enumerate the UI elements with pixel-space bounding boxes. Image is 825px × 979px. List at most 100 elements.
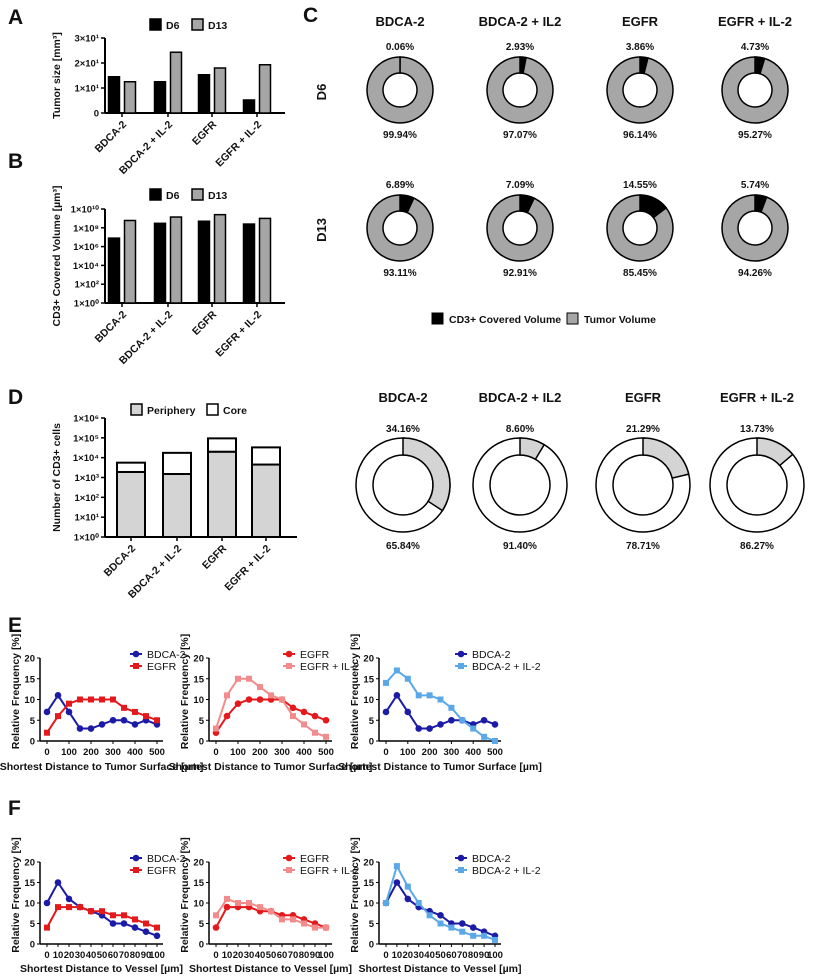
y-tick-label: 5	[30, 716, 36, 727]
legend-label: Core	[223, 405, 247, 417]
core-percent: 65.84%	[386, 541, 420, 552]
data-point	[448, 924, 455, 931]
legend-swatch-d13	[191, 18, 204, 31]
x-tick-label: 80	[130, 950, 141, 961]
data-point	[279, 916, 285, 923]
data-point	[289, 704, 297, 712]
legend-label: EGFR	[147, 865, 177, 877]
periphery-percent: 8.60%	[506, 424, 534, 435]
panel-label-A: A	[8, 6, 23, 29]
x-tick-label: 50	[435, 950, 446, 961]
bar-periphery	[251, 463, 281, 538]
data-point	[404, 895, 412, 903]
data-point	[212, 924, 220, 931]
data-point	[393, 879, 401, 886]
y-axis-label: Tumor size [mm³]	[51, 32, 63, 119]
series-line-bdca2	[385, 880, 496, 937]
data-point	[491, 721, 499, 728]
periphery-slice	[642, 437, 690, 479]
legend-label: BDCA-2	[147, 853, 186, 865]
data-point	[131, 721, 139, 728]
covered-slice	[399, 194, 415, 214]
donut-row-D	[355, 437, 805, 533]
x-tick-label: 0	[383, 747, 388, 758]
data-point	[323, 924, 329, 931]
x-tick-label: 400	[465, 747, 481, 758]
legend-marker	[133, 663, 139, 669]
data-point	[110, 696, 116, 703]
x-tick-label: 90	[141, 950, 152, 961]
data-point	[66, 700, 72, 707]
y-tick-label: 0	[94, 109, 99, 120]
data-point	[415, 900, 422, 906]
y-tick-label: 2×10¹	[74, 59, 99, 70]
x-tick-label: 80	[468, 950, 479, 961]
covered-slice	[639, 194, 668, 219]
y-tick-label: 20	[193, 858, 204, 869]
line-chart-E-2	[206, 650, 332, 744]
data-point	[235, 675, 241, 682]
bar-d6	[242, 99, 256, 114]
x-tick-label: 300	[105, 747, 121, 758]
bar-core	[116, 461, 146, 473]
data-point	[246, 900, 252, 906]
y-tick-label: 1×10⁴	[73, 453, 99, 464]
data-point	[55, 904, 61, 911]
y-tick-label: 5	[369, 716, 375, 727]
data-point	[470, 725, 477, 732]
data-point	[393, 863, 400, 870]
data-point	[437, 696, 444, 703]
y-tick-label: 10	[363, 695, 374, 706]
data-point	[65, 895, 73, 903]
x-tick-label: 30	[244, 950, 255, 961]
y-axis-label: Relative Frequency [%]	[179, 634, 191, 750]
tumor-percent: 92.91%	[503, 268, 537, 279]
y-tick-label: 0	[369, 737, 374, 748]
legend-label: Periphery	[147, 405, 196, 417]
x-tick-label: 60	[108, 950, 119, 961]
data-point	[257, 904, 263, 911]
data-point	[312, 729, 318, 736]
core-slice	[472, 437, 568, 533]
data-point	[121, 704, 127, 711]
data-point	[481, 932, 488, 939]
legend-swatch-periphery	[130, 403, 143, 416]
x-tick-label: 90	[310, 950, 321, 961]
y-tick-label: 15	[363, 878, 374, 889]
data-point	[98, 721, 106, 728]
legend-marker	[132, 854, 140, 862]
y-tick-label: 1×10⁵	[73, 433, 99, 444]
y-tick-label: 10	[193, 899, 204, 910]
line-chart-E-1	[37, 650, 163, 744]
column-header: BDCA-2 + IL2	[479, 390, 562, 405]
data-point	[142, 928, 150, 935]
periphery-percent: 34.16%	[386, 424, 420, 435]
column-header: BDCA-2 + IL2	[479, 14, 562, 29]
data-point	[437, 920, 444, 927]
periphery-percent: 21.29%	[626, 424, 660, 435]
legend-marker	[286, 663, 292, 669]
line-chart-F-3	[376, 854, 501, 947]
data-point	[121, 912, 127, 919]
y-tick-label: 1×10⁰	[74, 533, 99, 544]
bar-chart-B: 1×10⁰ 1×10² 1×10⁴ 1×10⁶ 1×10⁸ 1×10¹⁰	[71, 188, 285, 310]
data-point	[415, 692, 422, 699]
x-tick-label: 200	[83, 747, 99, 758]
x-tick-label: 100	[149, 950, 165, 961]
x-tick-label: 50	[97, 950, 108, 961]
column-header: BDCA-2	[375, 14, 424, 29]
data-point	[404, 675, 411, 682]
tumor-percent: 95.27%	[738, 130, 772, 141]
bar-d13	[123, 81, 137, 114]
data-point	[54, 879, 62, 886]
legend-label: BDCA-2	[472, 853, 511, 865]
x-tick-label: 10	[392, 950, 403, 961]
legend-swatch-d13	[191, 188, 204, 201]
legend-marker	[457, 650, 465, 658]
y-tick-label: 1×10⁰	[74, 299, 99, 310]
data-point	[76, 725, 84, 732]
y-axis-label: CD3+ Covered Volume [µm³]	[51, 186, 63, 327]
bar-chart-A: 0 1×10¹ 2×10¹ 3×10¹	[74, 18, 285, 120]
covered-slice	[754, 56, 766, 75]
x-tick-label: 20	[403, 950, 414, 961]
